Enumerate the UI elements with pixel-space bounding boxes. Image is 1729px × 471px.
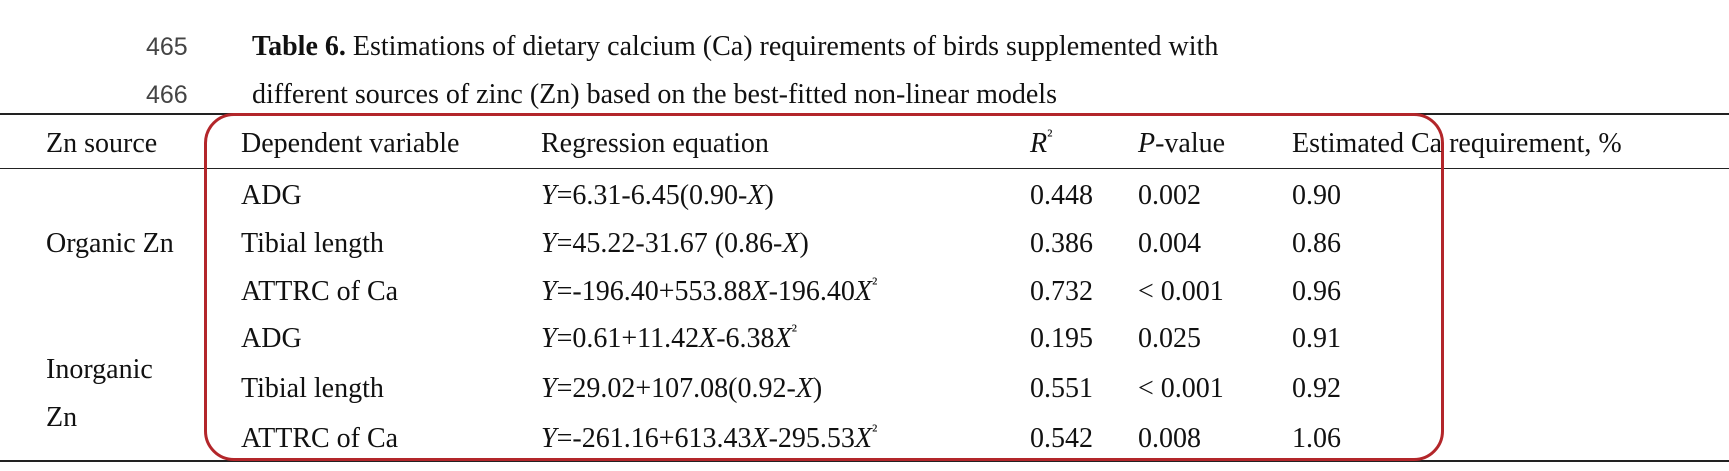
equation: Y=0.61+11.42X-6.38X²	[541, 320, 798, 354]
cell: 0.025	[1138, 323, 1201, 354]
caption-label: Table 6.	[252, 31, 346, 62]
equation: Y=-196.40+553.88X-196.40X²	[541, 273, 878, 307]
cell: 0.008	[1138, 423, 1201, 454]
cell: 0.386	[1030, 228, 1093, 259]
cell: 0.551	[1030, 373, 1093, 404]
line-number: 465	[146, 33, 188, 61]
cell: 0.002	[1138, 180, 1201, 211]
zn-source: Inorganic	[46, 354, 153, 385]
cell: 0.91	[1292, 323, 1341, 354]
cell: 0.86	[1292, 228, 1341, 259]
bottom-rule	[0, 460, 1729, 462]
highlight-box	[204, 113, 1444, 461]
cell: 0.732	[1030, 276, 1093, 307]
caption-line: different sources of zinc (Zn) based on …	[252, 79, 1057, 110]
cell: 0.92	[1292, 373, 1341, 404]
header-cell: P-value	[1138, 128, 1226, 159]
equation: Y=29.02+107.08(0.92-X)	[541, 373, 823, 404]
equation: Y=-261.16+613.43X-295.53X²	[541, 420, 878, 454]
cell: 0.004	[1138, 228, 1201, 259]
header-rule	[0, 168, 1729, 169]
cell: ATTRC of Ca	[241, 423, 399, 454]
header-cell: Regression equation	[541, 128, 769, 159]
zn-source: Zn	[46, 402, 78, 433]
cell: 0.96	[1292, 276, 1341, 307]
caption-line: Table 6. Estimations of dietary calcium …	[252, 31, 1218, 63]
cell: Tibial length	[241, 373, 384, 404]
cell: ATTRC of Ca	[241, 276, 399, 307]
cell: Tibial length	[241, 228, 384, 259]
cell: 0.448	[1030, 180, 1093, 211]
cell: 0.542	[1030, 423, 1093, 454]
equation: Y=6.31-6.45(0.90-X)	[541, 180, 774, 211]
caption-text: Estimations of dietary calcium (Ca) requ…	[352, 31, 1219, 62]
zn-source: Organic Zn	[46, 228, 174, 259]
header-cell: Dependent variable	[241, 128, 460, 159]
cell: 0.90	[1292, 180, 1341, 211]
header-cell: Estimated Ca requirement, %	[1292, 128, 1622, 159]
header-cell: Zn source	[46, 128, 158, 159]
cell: 0.195	[1030, 323, 1093, 354]
cell: < 0.001	[1138, 276, 1224, 307]
equation: Y=45.22-31.67 (0.86-X)	[541, 228, 809, 259]
cell: ADG	[241, 323, 302, 354]
cell: < 0.001	[1138, 373, 1224, 404]
header-cell: R²	[1030, 125, 1053, 159]
cell: ADG	[241, 180, 302, 211]
cell: 1.06	[1292, 423, 1341, 454]
line-number: 466	[146, 81, 188, 109]
